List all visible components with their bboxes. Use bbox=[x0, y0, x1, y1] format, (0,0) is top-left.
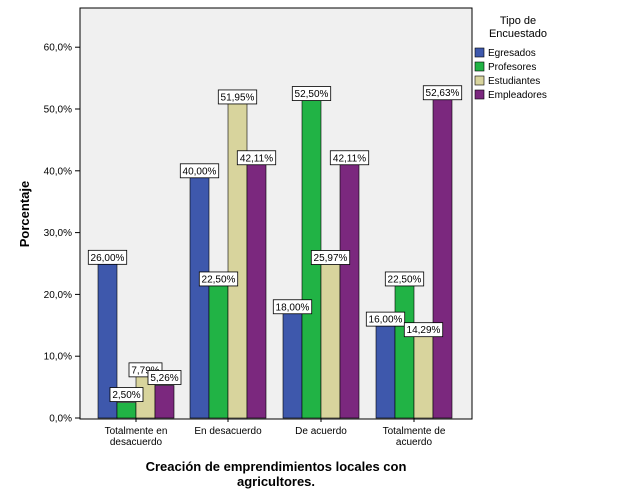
bar-egresados bbox=[375, 318, 396, 419]
y-tick-label: 0,0% bbox=[49, 414, 72, 425]
y-tick-label: 40,0% bbox=[44, 166, 72, 177]
x-category-label: De acuerdo bbox=[295, 426, 347, 437]
legend-label-empleadores: Empleadores bbox=[488, 90, 547, 101]
data-label-box bbox=[198, 271, 239, 287]
bar-profesores bbox=[116, 402, 137, 419]
bar-empleadores bbox=[246, 157, 267, 419]
data-label: 40,00% bbox=[183, 166, 217, 177]
legend-title-line-2: Encuestado bbox=[489, 28, 547, 40]
y-tick-label: 60,0% bbox=[44, 43, 72, 54]
data-label: 22,50% bbox=[202, 274, 236, 285]
data-label: 2,50% bbox=[112, 390, 140, 401]
data-label-box bbox=[310, 250, 351, 265]
bar-empleadores bbox=[432, 92, 453, 419]
data-label: 25,97% bbox=[314, 253, 348, 264]
data-label: 26,00% bbox=[91, 253, 125, 264]
data-label: 18,00% bbox=[276, 302, 310, 313]
x-category-label: desacuerdo bbox=[110, 437, 163, 448]
x-category-label: Totalmente en bbox=[105, 426, 168, 437]
data-label-box bbox=[365, 311, 406, 327]
data-label: 52,50% bbox=[295, 89, 329, 100]
data-label: 42,11% bbox=[240, 153, 273, 164]
data-label: 52,63% bbox=[426, 88, 460, 99]
legend-swatch-profesores bbox=[474, 61, 485, 72]
data-label: 14,29% bbox=[407, 325, 441, 336]
data-label: 5,26% bbox=[150, 373, 178, 384]
bar-estudiantes bbox=[320, 257, 341, 419]
bar-estudiantes bbox=[227, 96, 248, 419]
y-tick-label: 20,0% bbox=[44, 290, 72, 301]
bar-empleadores bbox=[339, 157, 360, 419]
y-tick-label: 10,0% bbox=[44, 352, 72, 363]
data-label: 16,00% bbox=[369, 315, 403, 326]
data-label-box bbox=[329, 150, 370, 166]
x-category-label: acuerdo bbox=[396, 437, 433, 448]
data-label-box bbox=[236, 150, 277, 166]
x-category-label: Totalmente de bbox=[383, 426, 446, 437]
bar-empleadores bbox=[154, 385, 175, 419]
data-label: 22,50% bbox=[388, 274, 422, 285]
legend-swatch-empleadores bbox=[474, 89, 485, 100]
bar-profesores bbox=[394, 278, 415, 419]
data-label-box bbox=[87, 249, 128, 265]
data-label-box bbox=[272, 299, 313, 315]
bar-egresados bbox=[189, 170, 210, 419]
data-label-box bbox=[403, 322, 444, 338]
y-tick-label: 30,0% bbox=[44, 228, 72, 239]
legend-swatch-estudiantes bbox=[474, 75, 485, 86]
data-label: 7,79% bbox=[131, 365, 159, 376]
legend-label-estudiantes: Estudiantes bbox=[488, 76, 540, 87]
legend-swatch-egresados bbox=[474, 47, 485, 58]
x-axis-label-line-1: Creación de emprendimientos locales con bbox=[146, 459, 407, 474]
data-label: 51,95% bbox=[221, 92, 255, 103]
legend-label-egresados: Egresados bbox=[488, 48, 536, 59]
data-label-box bbox=[422, 85, 463, 101]
data-label-box bbox=[217, 89, 258, 105]
legend-title-line-1: Tipo de bbox=[500, 15, 536, 27]
y-axis-label: Porcentaje bbox=[17, 181, 32, 247]
data-label-box bbox=[147, 370, 182, 385]
bar-egresados bbox=[282, 306, 303, 419]
legend: Tipo de Encuestado Egresados Profesores Es… bbox=[474, 15, 547, 101]
bar-profesores bbox=[208, 278, 229, 419]
y-tick-label: 50,0% bbox=[44, 105, 72, 116]
data-label: 42,11% bbox=[333, 153, 366, 164]
legend-label-profesores: Profesores bbox=[488, 62, 536, 73]
data-label-box bbox=[291, 86, 332, 101]
data-label-box bbox=[384, 271, 425, 287]
data-label-box bbox=[179, 163, 220, 179]
x-axis-label-line-2: agricultores. bbox=[237, 474, 315, 489]
bar-estudiantes bbox=[413, 329, 434, 419]
data-label-box bbox=[109, 387, 144, 402]
x-category-label: En desacuerdo bbox=[194, 426, 262, 437]
